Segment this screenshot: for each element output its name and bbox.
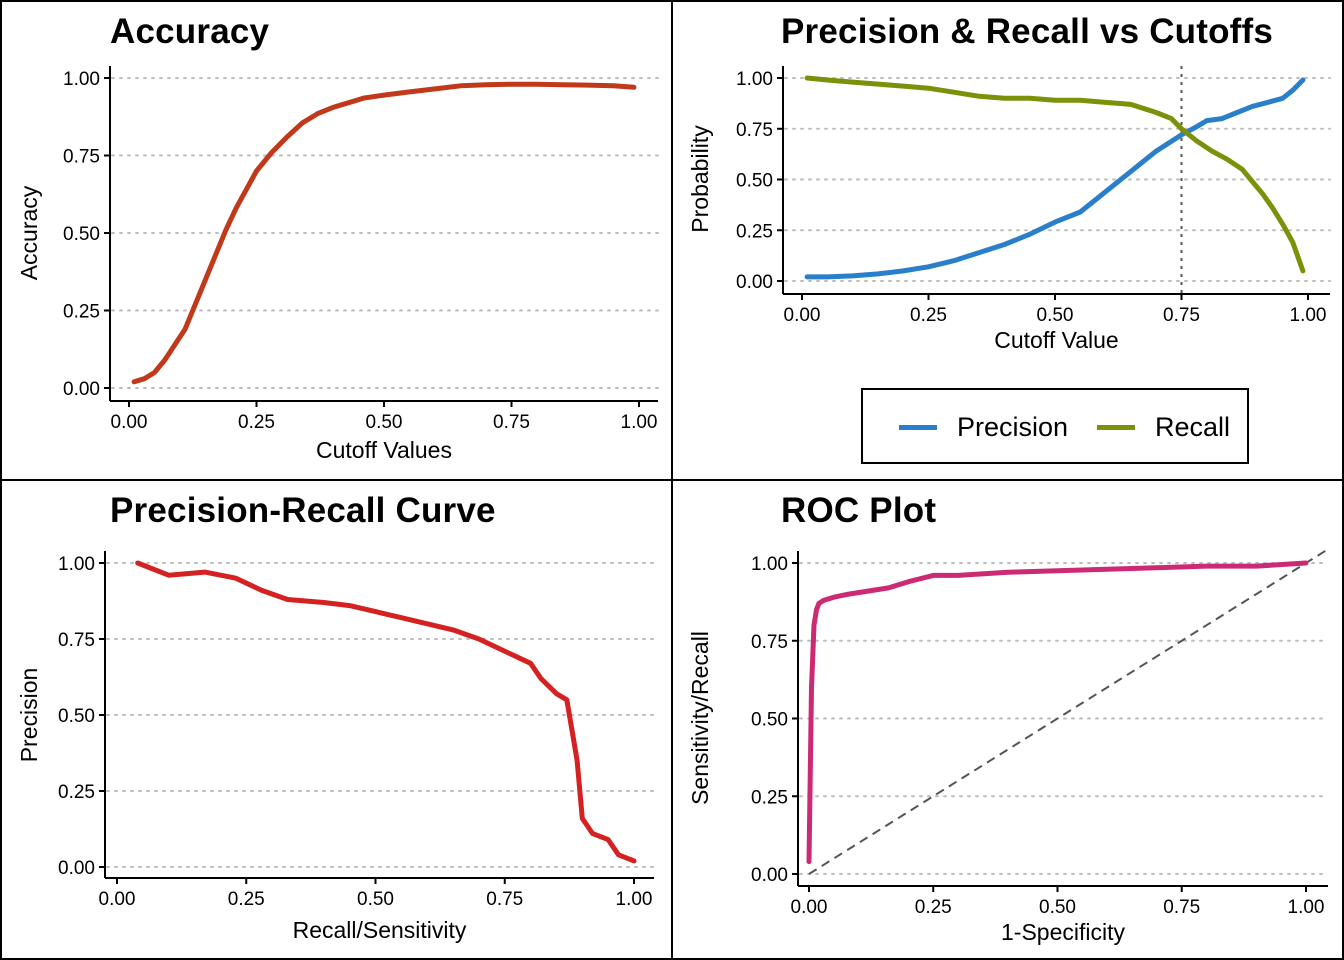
legend-item-recall: Recall <box>1097 412 1230 442</box>
x-tick-label: 0.50 <box>1037 305 1074 326</box>
x-tick-label: 0.00 <box>791 897 828 918</box>
x-tick-label: 0.75 <box>493 412 530 433</box>
precision-recall-curve-title: Precision-Recall Curve <box>110 491 496 530</box>
x-tick-label: 0.50 <box>1039 897 1076 918</box>
accuracy-series-line <box>131 81 637 385</box>
y-axis-title: Sensitivity/Recall <box>687 631 713 805</box>
y-tick-label: 0.50 <box>736 171 773 192</box>
x-axis-title: Cutoff Value <box>994 327 1118 353</box>
x-tick-label: 1.00 <box>1290 305 1327 326</box>
precision-series-line <box>804 77 1306 280</box>
y-tick-label: 1.00 <box>736 69 773 90</box>
y-tick-label: 0.00 <box>63 379 100 400</box>
y-tick-label: 1.00 <box>58 554 95 575</box>
y-tick-label: 0.25 <box>58 782 95 803</box>
x-tick-label: 0.25 <box>228 889 265 910</box>
x-tick-label: 0.00 <box>99 889 136 910</box>
recall-series-line <box>804 75 1306 274</box>
y-tick-label: 0.00 <box>751 865 788 886</box>
precision-recall-curve-series-line <box>135 560 637 864</box>
y-tick-label: 0.50 <box>751 710 788 731</box>
precision-recall-cutoffs-title: Precision & Recall vs Cutoffs <box>781 12 1274 51</box>
y-tick-label: 0.50 <box>58 706 95 727</box>
y-tick-label: 0.00 <box>736 272 773 293</box>
roc-plot-series-line <box>806 560 1309 865</box>
legend-item-precision: Precision <box>899 412 1068 442</box>
x-tick-label: 1.00 <box>616 889 653 910</box>
x-tick-label: 0.00 <box>784 305 821 326</box>
y-tick-label: 0.75 <box>751 632 788 653</box>
roc-title: ROC Plot <box>781 491 937 530</box>
y-tick-label: 0.25 <box>751 787 788 808</box>
roc-panel: ROC Plot 0.00 0.25 0.50 0.75 1.00 0.00 0.25 0.5… <box>671 479 1344 960</box>
y-tick-label: 0.75 <box>58 630 95 651</box>
x-tick-label: 0.25 <box>910 305 947 326</box>
y-axis-title: Precision <box>16 668 42 763</box>
accuracy-chart: 0.00 0.25 0.50 0.75 1.00 0.00 0.25 0.50 0.75 1.00… <box>16 66 659 463</box>
accuracy-panel: Accuracy 0.00 0.25 0.50 0.75 1.00 0.00 0.25 0.5… <box>0 0 673 481</box>
diagonal-reference-line <box>808 549 1327 875</box>
x-tick-label: 0.75 <box>486 889 523 910</box>
y-axis-title: Accuracy <box>16 185 42 280</box>
y-tick-label: 0.25 <box>63 302 100 323</box>
precision-recall-curve-chart: 0.00 0.25 0.50 0.75 1.00 0.00 0.25 0.50 0.75 1.00… <box>16 551 655 943</box>
x-tick-label: 0.75 <box>1163 305 1200 326</box>
x-tick-label: 1.00 <box>1288 897 1325 918</box>
y-axis-title: Probability <box>687 125 713 233</box>
x-tick-label: 0.50 <box>357 889 394 910</box>
legend-swatch-recall <box>1097 424 1135 430</box>
y-tick-label: 0.00 <box>58 858 95 879</box>
legend: Precision Recall <box>861 388 1249 464</box>
x-tick-label: 0.00 <box>111 412 148 433</box>
y-tick-label: 1.00 <box>751 554 788 575</box>
legend-swatch-precision <box>899 424 937 430</box>
x-tick-label: 0.75 <box>1163 897 1200 918</box>
legend-label-recall: Recall <box>1155 411 1231 442</box>
y-tick-label: 1.00 <box>63 69 100 90</box>
x-tick-label: 0.25 <box>238 412 275 433</box>
precision-recall-curve-panel: Precision-Recall Curve 0.00 0.25 0.50 0.75 1… <box>0 479 673 960</box>
x-tick-label: 0.25 <box>915 897 952 918</box>
x-axis-title: Recall/Sensitivity <box>293 917 467 943</box>
accuracy-title: Accuracy <box>110 12 270 51</box>
legend-label-precision: Precision <box>957 411 1069 442</box>
y-tick-label: 0.75 <box>736 120 773 141</box>
y-tick-label: 0.75 <box>63 147 100 168</box>
x-axis-title: Cutoff Values <box>316 437 452 463</box>
y-tick-label: 0.25 <box>736 221 773 242</box>
x-tick-label: 1.00 <box>621 412 658 433</box>
y-tick-label: 0.50 <box>63 224 100 245</box>
precision-recall-cutoffs-panel: Precision & Recall vs Cutoffs 0.00 0.25 0.… <box>671 0 1344 481</box>
precision-recall-cutoffs-chart: 0.00 0.25 0.50 0.75 1.00 0.00 0.25 0.50 0.75 1.00… <box>687 66 1331 353</box>
roc-chart: 0.00 0.25 0.50 0.75 1.00 0.00 0.25 0.50 0.75 1.00… <box>687 549 1329 945</box>
x-tick-label: 0.50 <box>366 412 403 433</box>
x-axis-title: 1-Specificity <box>1001 919 1125 945</box>
